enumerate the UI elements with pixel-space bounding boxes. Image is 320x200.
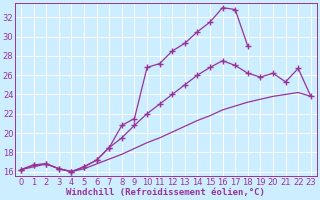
- X-axis label: Windchill (Refroidissement éolien,°C): Windchill (Refroidissement éolien,°C): [67, 188, 265, 197]
